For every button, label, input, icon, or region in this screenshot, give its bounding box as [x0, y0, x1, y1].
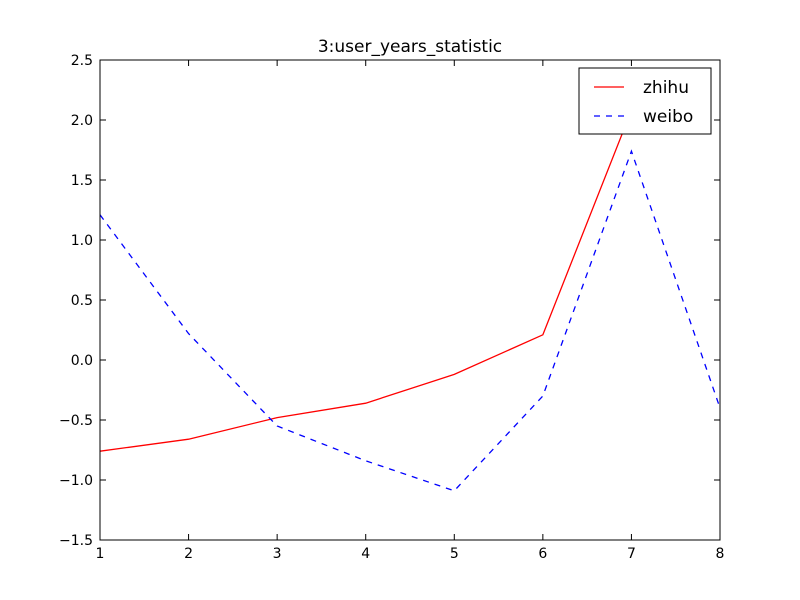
x-tick-label: 5	[450, 546, 459, 562]
x-tick-label: 2	[184, 546, 193, 562]
y-tick-label: 1.0	[71, 233, 93, 249]
legend-label-weibo: weibo	[643, 107, 693, 127]
y-tick-label: −0.5	[59, 413, 93, 429]
x-tick-label: 1	[96, 546, 105, 562]
series-line-weibo	[100, 149, 720, 492]
chart-title: 3:user_years_statistic	[318, 37, 502, 57]
x-tick-label: 7	[627, 546, 636, 562]
x-tick-label: 3	[273, 546, 282, 562]
x-tick-label: 8	[716, 546, 725, 562]
x-tick-label: 6	[538, 546, 547, 562]
plot-frame	[99, 59, 721, 541]
legend-box	[578, 67, 712, 135]
series-line-zhihu	[100, 110, 633, 452]
y-tick-label: −1.0	[59, 473, 93, 489]
y-tick-label: 2.0	[71, 113, 93, 129]
y-tick-label: 1.5	[71, 173, 93, 189]
y-tick-label: 0.5	[71, 293, 93, 309]
series-layer	[100, 110, 720, 492]
legend-label-zhihu: zhihu	[643, 78, 689, 98]
y-tick-label: −1.5	[59, 533, 93, 549]
y-tick-label: 2.5	[71, 53, 93, 69]
x-tick-label: 4	[361, 546, 370, 562]
legend: zhihu weibo	[578, 67, 712, 135]
y-tick-label: 0.0	[71, 353, 93, 369]
axis-ticks: 1 2 3 4 5 6 7 8 −1.5 −1.0 −0.5 0.0 0.5 1.0 1.5 2.0 2.5	[59, 53, 724, 562]
